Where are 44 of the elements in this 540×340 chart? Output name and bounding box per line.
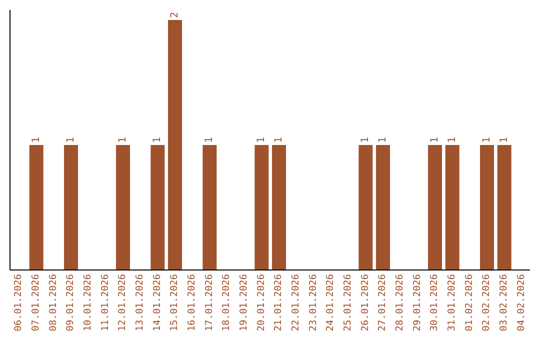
x-tick-label: 16.01.2026: [186, 274, 198, 332]
x-tick-label: 18.01.2026: [221, 274, 232, 332]
data-label: 1: [360, 136, 372, 143]
x-tick-label: 07.01.2026: [30, 274, 42, 332]
x-tick-label: 23.01.2026: [308, 274, 319, 332]
x-tick-label: 03.02.2026: [498, 274, 510, 332]
data-label: 1: [256, 136, 268, 143]
data-label: 1: [430, 136, 440, 143]
x-tick-label: 12.01.2026: [117, 274, 128, 332]
x-tick-label: 09.01.2026: [65, 274, 76, 332]
x-tick-label: 29.01.2026: [412, 274, 423, 332]
x-tick-label: 20.01.2026: [256, 274, 267, 332]
x-tick-label: 04.02.2026: [516, 274, 527, 332]
x-tick-label: 13.01.2026: [134, 274, 146, 332]
data-label: 1: [118, 136, 128, 143]
x-tick-label: 17.01.2026: [204, 274, 215, 332]
data-label: 1: [498, 136, 510, 143]
data-label: 1: [378, 136, 388, 143]
x-tick-label: 28.01.2026: [394, 274, 406, 332]
x-tick-label: 14.01.2026: [152, 274, 163, 332]
data-label: 1: [482, 136, 492, 143]
x-tick-label: 30.01.2026: [429, 274, 440, 332]
data-label: 1: [274, 136, 284, 143]
x-tick-label: 10.01.2026: [82, 274, 94, 332]
x-tick-label: 26.01.2026: [360, 274, 371, 332]
data-label: 1: [66, 136, 76, 143]
x-tick-label: 01.02.2026: [464, 274, 475, 332]
data-label: 1: [152, 136, 164, 143]
x-tick-label: 27.01.2026: [377, 274, 388, 332]
x-tick-label: 19.01.2026: [238, 274, 250, 332]
x-tick-label: 02.02.2026: [481, 274, 492, 332]
x-tick-label: 11.01.2026: [100, 274, 111, 332]
data-label: 1: [446, 136, 458, 143]
x-tick-label: 24.01.2026: [325, 274, 336, 332]
x-tick-label: 25.01.2026: [342, 274, 354, 332]
x-tick-label: 08.01.2026: [48, 274, 59, 332]
data-label: 1: [30, 136, 42, 143]
x-tick-label: 15.01.2026: [169, 274, 180, 332]
data-label: 2: [170, 12, 180, 18]
x-tick-label: 06.01.2026: [13, 274, 24, 332]
x-tick-label: 31.01.2026: [446, 274, 458, 332]
x-tick-label: 21.01.2026: [273, 274, 284, 332]
data-label: 1: [204, 136, 216, 143]
x-tick-label: 22.01.2026: [290, 274, 302, 332]
